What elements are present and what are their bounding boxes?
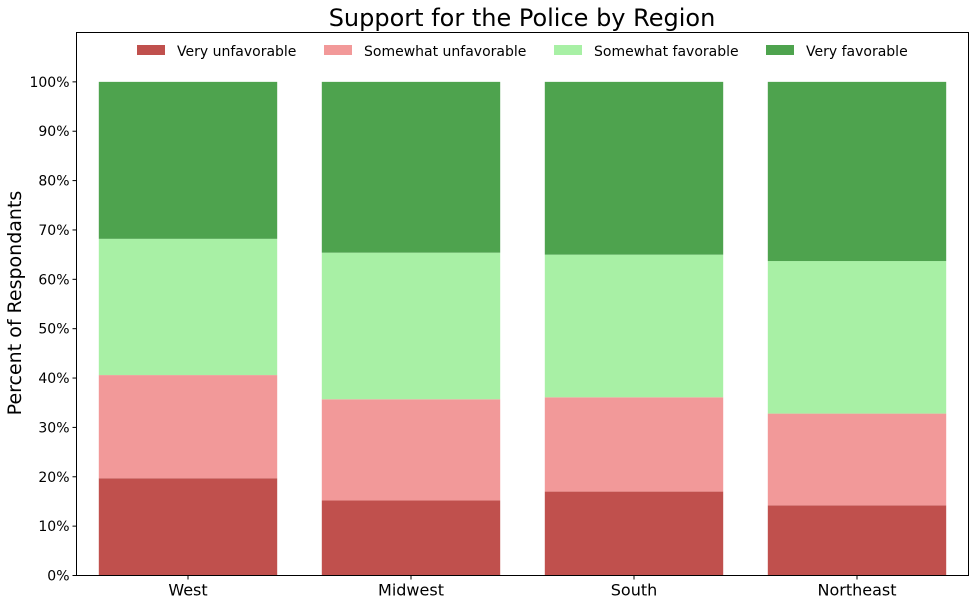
legend-label: Very favorable	[806, 44, 908, 60]
legend: Very unfavorable Somewhat unfavorable Some…	[137, 44, 908, 60]
y-tick-label: 10%	[38, 519, 69, 535]
bar-northeast-very-favorable	[767, 81, 947, 262]
y-tick-label: 30%	[38, 420, 69, 436]
bar-south-somewhat-unfavorable	[544, 397, 724, 492]
x-tick-label: Northeast	[817, 581, 896, 600]
bar-south-very-favorable	[544, 81, 724, 255]
bar-midwest-somewhat-favorable	[321, 252, 501, 400]
y-tick-label: 60%	[38, 272, 69, 288]
bar-midwest-very-favorable	[321, 81, 501, 253]
chart-title: Support for the Police by Region	[329, 4, 716, 32]
bar-midwest-somewhat-unfavorable	[321, 399, 501, 501]
bar-south-somewhat-favorable	[544, 254, 724, 398]
bar-northeast-somewhat-favorable	[767, 261, 947, 414]
legend-swatch	[324, 45, 352, 55]
y-tick-label: 20%	[38, 470, 69, 486]
legend-label: Somewhat favorable	[594, 44, 739, 60]
y-axis-label: Percent of Respondants	[4, 191, 26, 416]
legend-label: Very unfavorable	[177, 44, 296, 60]
x-tick-label: Midwest	[378, 581, 444, 600]
y-tick-label: 40%	[38, 371, 69, 387]
bar-west-somewhat-favorable	[98, 238, 278, 376]
y-axis-ticks: 0% 10% 20% 30% 40% 50% 60% 70% 80% 90% 100%	[29, 75, 77, 585]
y-tick-label: 90%	[38, 124, 69, 140]
bar-west-somewhat-unfavorable	[98, 375, 278, 479]
y-tick-label: 70%	[38, 223, 69, 239]
legend-swatch	[137, 45, 165, 55]
y-tick-label: 80%	[38, 174, 69, 190]
x-tick-label: South	[611, 581, 658, 600]
y-tick-label: 50%	[38, 322, 69, 338]
bar-west-very-favorable	[98, 81, 278, 239]
bar-west-very-unfavorable	[98, 478, 278, 576]
bar-midwest-very-unfavorable	[321, 500, 501, 576]
bar-south-very-unfavorable	[544, 491, 724, 576]
y-tick-label: 0%	[47, 569, 69, 585]
legend-swatch	[766, 45, 794, 55]
bar-northeast-very-unfavorable	[767, 505, 947, 576]
legend-label: Somewhat unfavorable	[364, 44, 526, 60]
y-tick-label: 100%	[29, 75, 69, 91]
plot-frame	[76, 32, 969, 576]
x-tick-label: West	[168, 581, 207, 600]
x-axis-ticks: West Midwest South Northeast	[168, 575, 897, 600]
legend-swatch	[554, 45, 582, 55]
bars-group	[98, 81, 947, 576]
bar-northeast-somewhat-unfavorable	[767, 413, 947, 506]
